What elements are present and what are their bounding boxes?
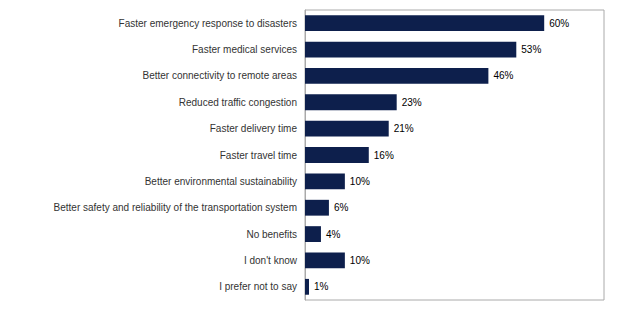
svg-text:Faster travel time: Faster travel time bbox=[220, 150, 298, 161]
svg-text:16%: 16% bbox=[374, 150, 394, 161]
svg-text:No benefits: No benefits bbox=[246, 229, 297, 240]
svg-text:Faster emergency response to d: Faster emergency response to disasters bbox=[119, 18, 297, 29]
svg-text:Better environmental sustainab: Better environmental sustainability bbox=[145, 176, 297, 187]
svg-text:I prefer not to say: I prefer not to say bbox=[219, 281, 297, 292]
svg-text:21%: 21% bbox=[394, 123, 414, 134]
svg-text:46%: 46% bbox=[493, 70, 513, 81]
svg-text:23%: 23% bbox=[402, 97, 422, 108]
svg-text:6%: 6% bbox=[334, 202, 349, 213]
svg-text:Reduced traffic congestion: Reduced traffic congestion bbox=[179, 97, 297, 108]
svg-text:1%: 1% bbox=[314, 281, 329, 292]
svg-text:10%: 10% bbox=[350, 176, 370, 187]
svg-text:Better connectivity to remote: Better connectivity to remote areas bbox=[142, 70, 297, 81]
svg-text:53%: 53% bbox=[521, 44, 541, 55]
svg-text:10%: 10% bbox=[350, 255, 370, 266]
svg-text:Faster medical services: Faster medical services bbox=[192, 44, 297, 55]
svg-text:Better safety and reliability: Better safety and reliability of the tra… bbox=[54, 202, 297, 213]
svg-text:60%: 60% bbox=[549, 18, 569, 29]
svg-text:4%: 4% bbox=[326, 229, 341, 240]
svg-text:I don't know: I don't know bbox=[244, 255, 298, 266]
svg-text:Faster delivery time: Faster delivery time bbox=[210, 123, 298, 134]
